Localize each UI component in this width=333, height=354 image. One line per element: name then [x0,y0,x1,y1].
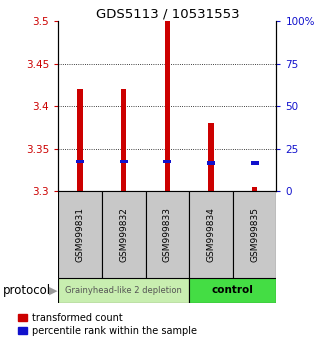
Bar [208,123,213,191]
Bar [102,191,146,278]
Bar [165,21,170,191]
Bar [252,187,257,191]
Text: GSM999832: GSM999832 [119,207,128,262]
Bar [189,278,276,303]
Text: Grainyhead-like 2 depletion: Grainyhead-like 2 depletion [65,286,182,295]
Bar [189,191,233,278]
Bar [76,160,84,163]
Legend: transformed count, percentile rank within the sample: transformed count, percentile rank withi… [18,313,197,336]
Text: GSM999833: GSM999833 [163,207,172,262]
Bar [58,191,102,278]
Text: GSM999831: GSM999831 [76,207,85,262]
Title: GDS5113 / 10531553: GDS5113 / 10531553 [96,7,239,20]
Text: GSM999834: GSM999834 [206,207,215,262]
Text: ▶: ▶ [49,286,58,296]
Bar [146,191,189,278]
Text: GSM999835: GSM999835 [250,207,259,262]
Bar [58,278,189,303]
Text: protocol: protocol [3,285,52,297]
Bar [164,160,171,163]
Bar [251,161,258,165]
Text: control: control [212,285,254,295]
Bar [121,89,126,191]
Bar [78,89,83,191]
Bar [207,161,215,165]
Bar [233,191,276,278]
Bar [120,160,128,163]
